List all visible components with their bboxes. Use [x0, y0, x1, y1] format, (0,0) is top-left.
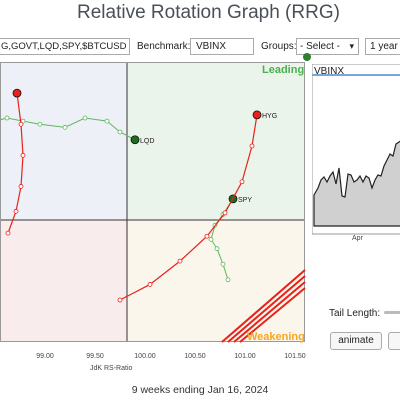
- benchmark-x-tick: Apr: [352, 235, 364, 242]
- series-label-hyg: HYG: [262, 113, 277, 120]
- series-point-hyg: [222, 210, 228, 216]
- thick-red-line: [221, 269, 306, 343]
- tail-length-label: Tail Length:: [329, 308, 381, 319]
- series-head-lqd[interactable]: [130, 135, 140, 145]
- quadrant-leading: [127, 62, 305, 220]
- series-point-spy: [225, 277, 231, 283]
- series-point-lqd: [117, 129, 123, 135]
- groups-select[interactable]: - Select - ▾: [296, 38, 359, 55]
- tail-line-hyg: [119, 114, 258, 301]
- page-title: Relative Rotation Graph (RRG): [77, 2, 340, 23]
- series-point-spy: [220, 261, 226, 267]
- x-tick-label: 100.50: [184, 353, 206, 360]
- series-point-lqd: [37, 121, 43, 127]
- benchmark-price-area: [313, 140, 400, 227]
- series-label-lqd: LQD: [140, 138, 154, 145]
- series-head-unlabeled-3[interactable]: [12, 88, 22, 98]
- x-axis-label: JdK RS-Ratio: [90, 365, 133, 372]
- series-point-hyg: [117, 297, 123, 303]
- quadrant-label-leading: Leading: [262, 64, 304, 76]
- tail-length-slider[interactable]: [384, 311, 400, 314]
- groups-select-value: - Select -: [300, 41, 341, 52]
- series-point-hyg: [147, 282, 153, 287]
- plot-frame: [0, 62, 305, 342]
- quadrant-label-weakening: Weakening: [247, 331, 305, 343]
- groups-label: Groups:: [261, 41, 297, 52]
- series-point-unlabeled-3: [5, 230, 11, 236]
- tail-line-unlabeled-3: [7, 93, 24, 234]
- x-tick-label: 101.00: [234, 353, 256, 360]
- x-tick-label: 101.50: [284, 353, 306, 360]
- series-point-lqd: [4, 115, 10, 121]
- benchmark-price-svg: Apr: [311, 63, 400, 242]
- benchmark-chart-label: VBINX: [314, 66, 345, 77]
- series-point-hyg: [204, 233, 210, 239]
- series-point-unlabeled-3: [18, 121, 24, 127]
- series-point-hyg: [249, 143, 255, 149]
- step-button[interactable]: [388, 332, 400, 350]
- quadrant-lagging: [0, 220, 127, 342]
- series-point-hyg: [177, 258, 183, 264]
- series-point-hyg: [239, 179, 245, 185]
- series-point-unlabeled-3: [18, 184, 24, 189]
- series-head-hyg[interactable]: [252, 110, 262, 120]
- chevron-down-icon: ▾: [349, 41, 354, 51]
- x-tick-label: 100.00: [134, 353, 156, 360]
- series-point-unlabeled-3: [13, 208, 19, 214]
- series-point-spy: [214, 246, 220, 252]
- series-point-spy: [208, 236, 214, 242]
- x-tick-label: 99.00: [36, 353, 54, 360]
- drag-handle[interactable]: [303, 53, 311, 61]
- series-point-lqd: [62, 124, 68, 130]
- symbols-input[interactable]: G,GOVT,LQD,SPY,$BTCUSD: [0, 38, 130, 55]
- series-point-lqd: [104, 118, 110, 124]
- date-range-footer: 9 weeks ending Jan 16, 2024: [131, 384, 269, 396]
- benchmark-label: Benchmark:: [137, 41, 191, 52]
- series-point-lqd: [82, 115, 88, 121]
- quadrant-weakening: [127, 220, 305, 342]
- animate-button[interactable]: animate: [330, 332, 382, 350]
- period-select[interactable]: 1 year: [365, 38, 400, 55]
- series-point-unlabeled-3: [20, 152, 26, 158]
- x-tick-label: 99.50: [86, 353, 104, 360]
- benchmark-mini-chart: Apr: [311, 63, 400, 244]
- benchmark-input[interactable]: VBINX: [190, 38, 254, 55]
- series-label-spy: SPY: [238, 197, 252, 204]
- quadrant-improving: [0, 62, 127, 220]
